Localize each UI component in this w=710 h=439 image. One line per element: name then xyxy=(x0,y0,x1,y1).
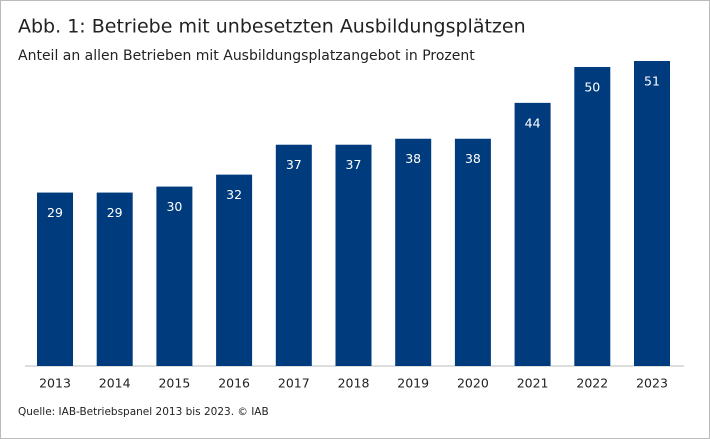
x-tick-label: 2021 xyxy=(517,376,549,391)
bar xyxy=(156,186,193,366)
x-tick-label: 2023 xyxy=(636,376,668,391)
value-label: 38 xyxy=(405,151,421,166)
bar xyxy=(275,144,312,366)
bar xyxy=(335,144,372,366)
source: Quelle: IAB-Betriebspanel 2013 bis 2023.… xyxy=(18,406,269,418)
x-tick-label: 2019 xyxy=(397,376,429,391)
value-label: 37 xyxy=(346,157,362,172)
bar xyxy=(454,138,491,366)
value-label: 38 xyxy=(465,151,481,166)
value-label: 29 xyxy=(47,205,63,220)
value-label: 50 xyxy=(584,79,600,94)
x-tick-label: 2018 xyxy=(338,376,370,391)
bar xyxy=(395,138,432,366)
bar xyxy=(96,192,133,366)
bar xyxy=(37,192,73,366)
value-label: 51 xyxy=(644,74,660,89)
bar xyxy=(514,102,551,367)
x-tick-label: 2020 xyxy=(457,376,489,391)
value-label: 32 xyxy=(226,187,242,202)
bar xyxy=(574,66,611,366)
bar xyxy=(216,174,253,366)
x-tick-label: 2017 xyxy=(278,376,310,391)
value-label: 29 xyxy=(107,205,123,220)
value-label: 44 xyxy=(525,115,541,130)
value-label: 30 xyxy=(166,199,182,214)
x-tick-label: 2013 xyxy=(39,376,71,391)
x-tick-label: 2014 xyxy=(99,376,131,391)
chart-subtitle: Anteil an allen Betrieben mit Ausbildung… xyxy=(18,48,475,64)
x-tick-label: 2015 xyxy=(158,376,190,391)
value-label: 37 xyxy=(286,157,302,172)
chart-title: Abb. 1: Betriebe mit unbesetzten Ausbild… xyxy=(18,16,526,38)
bar xyxy=(634,61,670,366)
x-tick-label: 2022 xyxy=(576,376,608,391)
x-tick-label: 2016 xyxy=(218,376,250,391)
